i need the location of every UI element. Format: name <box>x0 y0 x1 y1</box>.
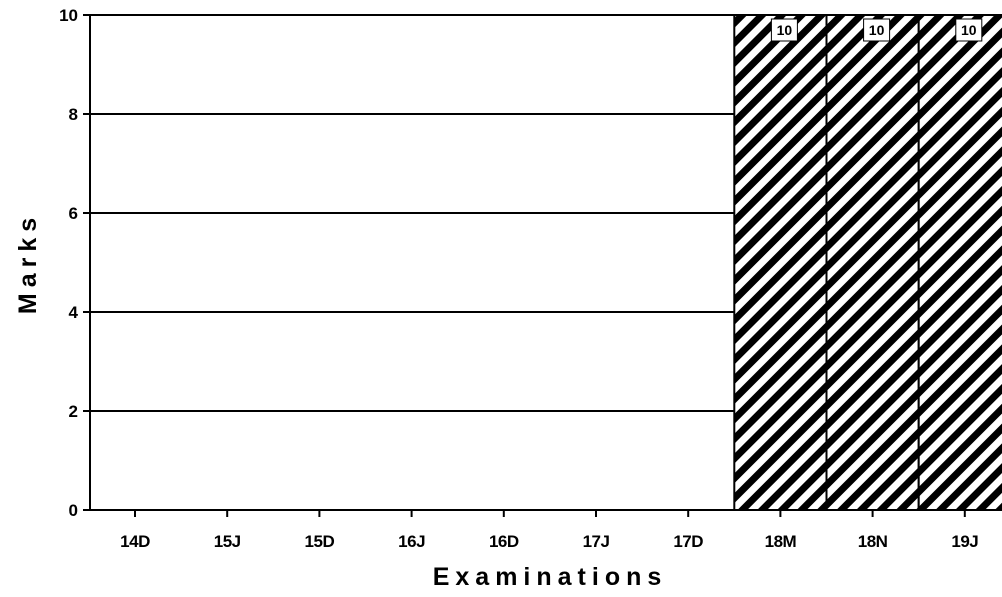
data-label-box <box>770 18 798 42</box>
bar <box>733 15 828 510</box>
x-tick-label: 15D <box>305 532 335 551</box>
data-label: 10 <box>961 22 977 38</box>
y-tick-label: 8 <box>69 105 78 124</box>
data-label: 10 <box>777 22 793 38</box>
bars <box>733 15 1002 510</box>
x-tick-label: 17J <box>583 532 610 551</box>
x-tick-label: 16J <box>398 532 425 551</box>
x-tick-label: 14D <box>120 532 150 551</box>
x-tick-label: 19J <box>951 532 978 551</box>
axes: 0 2 4 6 8 10 14D 15J 15D 16J 16D 17J 17D 18M 18N 19J <box>59 6 1002 551</box>
y-axis-title: Marks <box>14 212 42 314</box>
x-tick-label: 18N <box>858 532 888 551</box>
x-tick-label: 17D <box>673 532 703 551</box>
x-axis-title: Examinations <box>433 563 668 591</box>
y-tick-label: 6 <box>69 204 78 223</box>
data-label: 10 <box>869 22 885 38</box>
data-labels: 10 10 10 <box>770 18 983 42</box>
bar <box>825 15 920 510</box>
bar <box>917 15 1002 510</box>
x-tick-label: 18M <box>765 532 797 551</box>
x-tick-label: 15J <box>214 532 241 551</box>
y-tick-label: 0 <box>69 501 78 520</box>
y-tick-label: 2 <box>69 402 78 421</box>
data-label-box <box>863 18 891 42</box>
y-tick-label: 10 <box>59 6 78 25</box>
x-tick-label: 16D <box>489 532 519 551</box>
data-label-box <box>955 18 983 42</box>
y-tick-label: 4 <box>69 303 79 322</box>
